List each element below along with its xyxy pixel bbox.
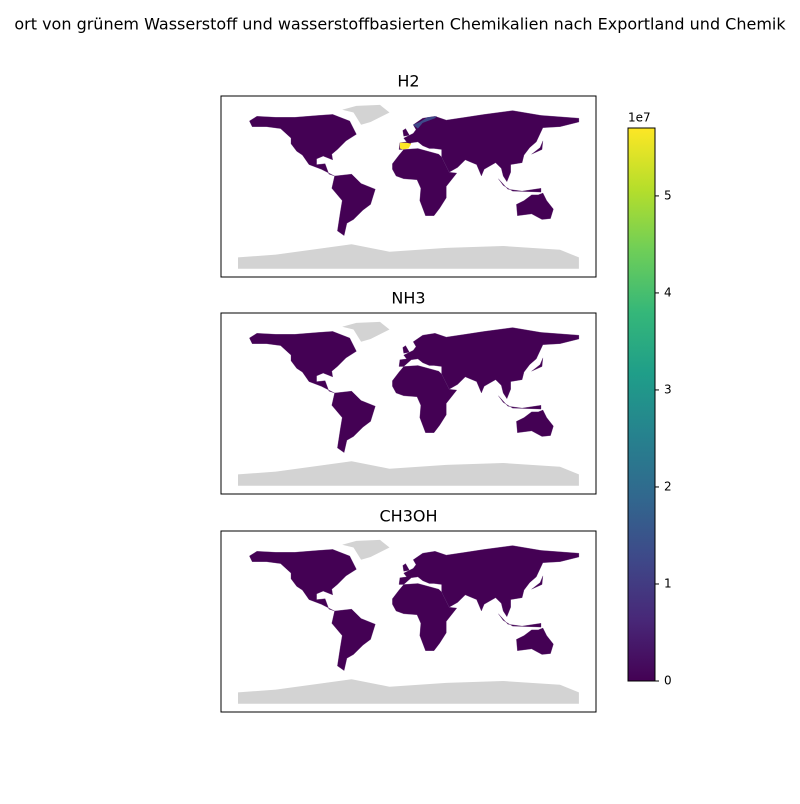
country-region: [531, 140, 544, 155]
country-region: [498, 613, 542, 628]
colorbar-tick-label: 2: [664, 479, 672, 493]
country-region: [398, 327, 580, 400]
country-region: [402, 128, 410, 137]
country-value: [413, 116, 437, 129]
country-region: [331, 173, 376, 236]
no-data-region: [238, 244, 579, 269]
country-region: [249, 114, 357, 177]
panel-title: H2: [397, 72, 419, 91]
country-region: [392, 365, 458, 433]
country-region: [402, 563, 410, 572]
country-region: [331, 390, 376, 453]
country-region: [498, 395, 542, 410]
colorbar: [627, 127, 656, 682]
no-data-region: [342, 539, 390, 560]
no-data-region: [238, 679, 579, 704]
country-region: [392, 583, 458, 651]
country-region: [398, 545, 580, 618]
country-region: [398, 110, 580, 183]
no-data-region: [342, 104, 390, 125]
colorbar-tick-label: 5: [664, 188, 672, 202]
panel-title: NH3: [391, 289, 425, 308]
colorbar-tick-label: 0: [664, 674, 672, 688]
country-value: [399, 142, 412, 150]
figure-title: ort von grünem Wasserstoff und wassersto…: [14, 15, 786, 34]
country-region: [498, 178, 542, 193]
country-region: [392, 148, 458, 216]
country-region: [516, 409, 554, 437]
country-region: [516, 192, 554, 220]
country-region: [516, 627, 554, 655]
no-data-region: [342, 321, 390, 342]
colorbar-tick-label: 1: [664, 576, 672, 590]
colorbar-tick-label: 3: [664, 382, 672, 396]
country-region: [402, 345, 410, 354]
panel-frame: [220, 95, 597, 278]
colorbar-offset-label: 1e7: [628, 111, 651, 125]
country-region: [331, 608, 376, 671]
colorbar-tick-label: 4: [664, 285, 672, 299]
panel-frame: [220, 530, 597, 713]
country-region: [249, 549, 357, 612]
country-region: [531, 575, 544, 590]
panel-title: CH3OH: [379, 507, 437, 526]
country-region: [531, 357, 544, 372]
no-data-region: [238, 461, 579, 486]
country-region: [249, 331, 357, 394]
panel-frame: [220, 312, 597, 495]
